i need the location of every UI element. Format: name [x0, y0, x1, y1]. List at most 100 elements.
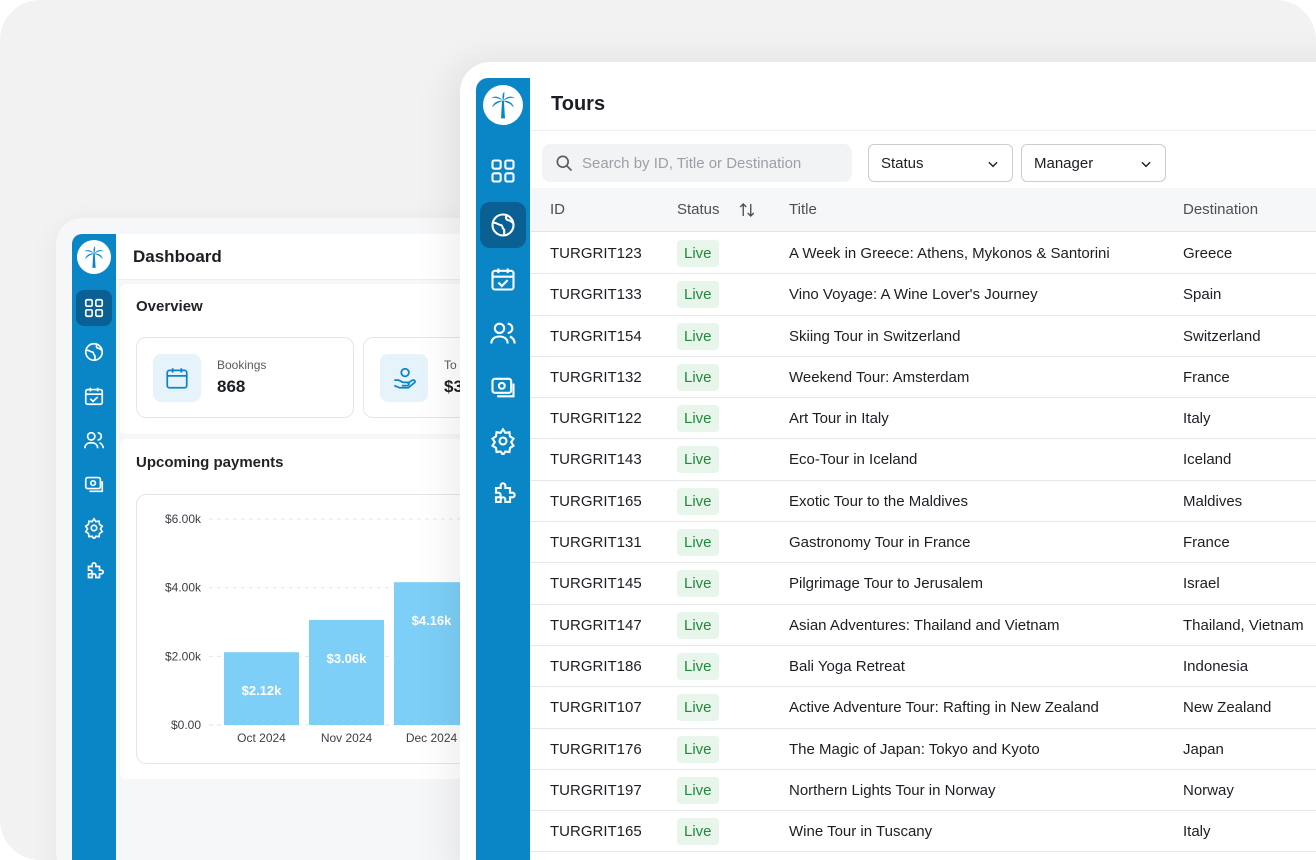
search-icon: [556, 155, 573, 172]
status-badge: Live: [677, 446, 719, 474]
nav-integrations[interactable]: [76, 554, 112, 590]
table-row[interactable]: TURGRIT132 Live Weekend Tour: Amsterdam Fra…: [530, 357, 1316, 399]
tours-window: Tours Status Manager ID Status Title Des…: [460, 62, 1316, 860]
table-row[interactable]: TURGRIT154 Live Skiing Tour in Switzerland…: [530, 316, 1316, 357]
tour-title[interactable]: A Week in Greece: Athens, Mykonos & Sant…: [789, 245, 1110, 262]
chevron-down-icon: [1141, 161, 1151, 168]
nav-payments[interactable]: [480, 364, 526, 410]
status-badge: Live: [677, 611, 719, 639]
stat-value: $3: [444, 377, 463, 396]
column-header-id[interactable]: ID: [550, 201, 565, 218]
bar[interactable]: [224, 652, 299, 725]
tour-destination: Maldives: [1183, 492, 1243, 510]
dashboard-sidebar: [72, 234, 116, 860]
table-row[interactable]: TURGRIT165 Live Exotic Tour to the Maldive…: [530, 481, 1316, 523]
status-filter-dropdown[interactable]: Status: [868, 144, 1013, 182]
nav-bookings[interactable]: [480, 256, 526, 302]
nav-integrations[interactable]: [480, 472, 526, 518]
tour-destination: Japan: [1183, 740, 1224, 758]
tour-title[interactable]: Active Adventure Tour: Rafting in New Ze…: [789, 699, 1099, 717]
table-row[interactable]: TURGRIT133 Live Vino Voyage: A Wine Lover'…: [530, 274, 1316, 316]
palm-logo-icon[interactable]: [77, 240, 111, 274]
tour-id: TURGRIT165: [550, 823, 642, 841]
tour-title[interactable]: Art Tour in Italy: [789, 410, 889, 428]
nav-users[interactable]: [76, 422, 112, 458]
tours-main: Tours Status Manager ID Status Title Des…: [530, 78, 1316, 860]
nav-settings[interactable]: [76, 510, 112, 546]
tour-id: TURGRIT186: [550, 657, 642, 675]
tour-title[interactable]: Exotic Tour to the Maldives: [789, 492, 968, 510]
users-icon: [84, 431, 104, 449]
tour-title[interactable]: Northern Lights Tour in Norway: [789, 781, 996, 799]
status-badge: Live: [677, 240, 719, 267]
status-badge: Live: [677, 735, 719, 763]
tour-destination: Switzerland: [1183, 327, 1261, 345]
nav-dashboard[interactable]: [76, 290, 112, 326]
puzzle-icon: [87, 562, 104, 579]
tour-title[interactable]: Weekend Tour: Amsterdam: [789, 368, 970, 386]
column-header-destination[interactable]: Destination: [1183, 201, 1259, 218]
tour-id: TURGRIT133: [550, 286, 642, 304]
tour-destination: France: [1183, 368, 1230, 386]
status-badge: Live: [677, 694, 719, 722]
settings-gear-icon: [84, 517, 104, 539]
dashboard-grid-icon: [84, 298, 104, 318]
table-row[interactable]: TURGRIT107 Live Active Adventure Tour: Raf…: [530, 687, 1316, 729]
table-row[interactable]: TURGRIT165 Live Wine Tour in Tuscany Italy: [530, 811, 1316, 853]
palm-logo-icon[interactable]: [483, 85, 523, 125]
tour-destination: New Zealand: [1183, 699, 1272, 717]
table-row[interactable]: TURGRIT131 Live Gastronomy Tour in France F…: [530, 522, 1316, 564]
nav-bookings[interactable]: [76, 378, 112, 414]
settings-gear-icon: [491, 427, 515, 455]
search-input[interactable]: [582, 144, 842, 182]
nav-dashboard[interactable]: [480, 148, 526, 194]
tour-id: TURGRIT147: [550, 616, 642, 634]
manager-filter-dropdown[interactable]: Manager: [1021, 144, 1166, 182]
column-header-status[interactable]: Status: [677, 201, 720, 218]
tour-destination: Italy: [1183, 823, 1211, 841]
dashboard-grid-icon: [491, 159, 515, 183]
tour-title[interactable]: Eco-Tour in Iceland: [789, 451, 918, 469]
table-row[interactable]: TURGRIT197 Live Northern Lights Tour in No…: [530, 770, 1316, 812]
tour-title[interactable]: Bali Yoga Retreat: [789, 657, 905, 675]
table-row[interactable]: TURGRIT176 Live The Magic of Japan: Tokyo …: [530, 729, 1316, 770]
nav-settings[interactable]: [480, 418, 526, 464]
tour-title[interactable]: Pilgrimage Tour to Jerusalem: [789, 575, 983, 593]
calendar-check-icon: [84, 387, 104, 406]
money-icon: [491, 377, 515, 398]
y-tick-label: $2.00k: [165, 649, 202, 663]
chevron-down-icon: [988, 161, 998, 168]
y-tick-label: $6.00k: [165, 512, 202, 526]
tour-title[interactable]: Asian Adventures: Thailand and Vietnam: [789, 616, 1060, 634]
table-row[interactable]: TURGRIT143 Live Eco-Tour in Iceland Iceland: [530, 439, 1316, 481]
sort-icon[interactable]: [738, 201, 756, 219]
status-badge: Live: [677, 818, 719, 846]
table-row[interactable]: TURGRIT186 Live Bali Yoga Retreat Indonesia: [530, 646, 1316, 688]
bar[interactable]: [394, 582, 469, 725]
tour-title[interactable]: The Magic of Japan: Tokyo and Kyoto: [789, 740, 1040, 758]
stat-card-bookings[interactable]: Bookings 868: [136, 337, 354, 418]
table-row[interactable]: TURGRIT122 Live Art Tour in Italy Italy: [530, 398, 1316, 440]
search-box[interactable]: [542, 144, 852, 182]
tours-sidebar: [476, 78, 530, 860]
tour-id: TURGRIT123: [550, 245, 642, 262]
manager-filter-label: Manager: [1034, 155, 1094, 172]
nav-payments[interactable]: [76, 466, 112, 502]
tour-destination: Israel: [1183, 575, 1220, 593]
nav-tours[interactable]: [76, 334, 112, 370]
nav-tours[interactable]: [480, 202, 526, 248]
tour-destination: Indonesia: [1183, 657, 1249, 675]
tour-destination: Greece: [1183, 245, 1233, 262]
table-row[interactable]: TURGRIT145 Live Pilgrimage Tour to Jerusal…: [530, 563, 1316, 605]
tour-title[interactable]: Vino Voyage: A Wine Lover's Journey: [789, 286, 1038, 304]
tour-title[interactable]: Skiing Tour in Switzerland: [789, 327, 961, 345]
bar[interactable]: [309, 619, 384, 725]
column-header-title[interactable]: Title: [789, 201, 817, 218]
tour-title[interactable]: Wine Tour in Tuscany: [789, 823, 933, 841]
y-tick-label: $0.00: [171, 718, 201, 732]
table-row[interactable]: TURGRIT147 Live Asian Adventures: Thailand…: [530, 605, 1316, 646]
calendar-icon: [153, 354, 201, 402]
nav-users[interactable]: [480, 310, 526, 356]
table-row[interactable]: TURGRIT123 Live A Week in Greece: Athens, …: [530, 233, 1316, 275]
tour-title[interactable]: Gastronomy Tour in France: [789, 534, 971, 552]
